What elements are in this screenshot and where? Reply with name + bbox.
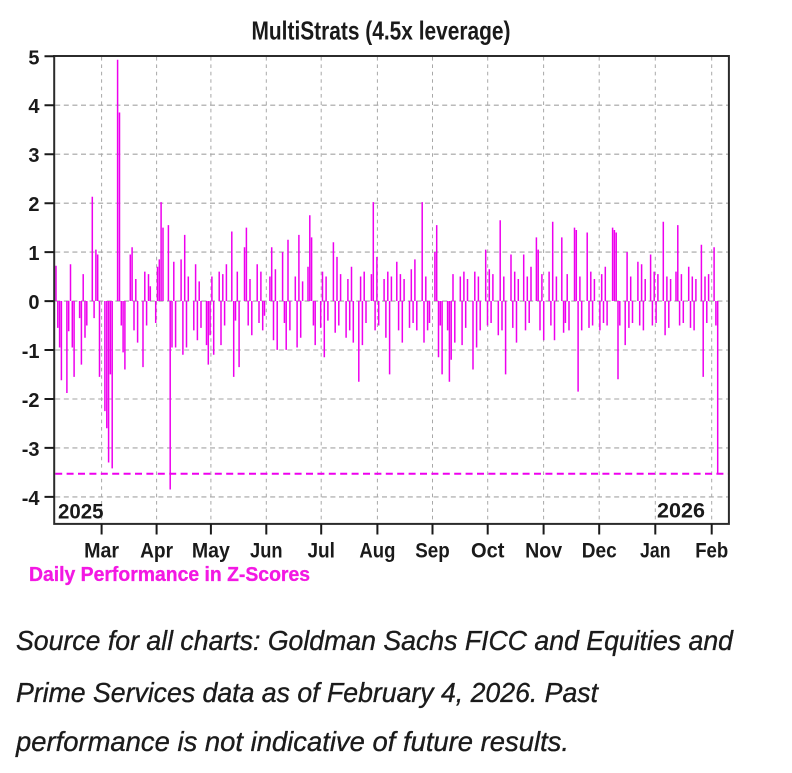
svg-text:May: May xyxy=(192,540,230,563)
svg-text:-1: -1 xyxy=(22,341,40,363)
svg-text:0: 0 xyxy=(28,292,39,314)
svg-text:Apr: Apr xyxy=(140,540,173,563)
svg-text:-4: -4 xyxy=(22,488,41,510)
svg-text:Source for all charts: Goldman: Source for all charts: Goldman Sachs FIC… xyxy=(16,625,734,656)
svg-text:-2: -2 xyxy=(22,390,40,412)
svg-text:Sep: Sep xyxy=(415,540,450,563)
svg-text:Mar: Mar xyxy=(84,540,119,563)
svg-text:performance is not indicative: performance is not indicative of future … xyxy=(15,726,569,757)
svg-text:5: 5 xyxy=(28,47,39,69)
svg-text:2: 2 xyxy=(28,194,39,216)
svg-text:Jan: Jan xyxy=(640,540,671,563)
svg-text:Dec: Dec xyxy=(582,540,617,563)
svg-text:2026: 2026 xyxy=(657,500,705,523)
svg-text:4: 4 xyxy=(28,96,40,118)
svg-text:3: 3 xyxy=(28,145,39,167)
svg-text:1: 1 xyxy=(28,243,39,265)
svg-text:Aug: Aug xyxy=(359,540,395,563)
svg-text:Daily Performance in Z-Scores: Daily Performance in Z-Scores xyxy=(29,564,310,586)
svg-text:Prime Services data as of Febr: Prime Services data as of February 4, 20… xyxy=(16,677,599,708)
svg-text:-3: -3 xyxy=(22,439,40,461)
svg-text:Feb: Feb xyxy=(695,540,728,563)
svg-text:Nov: Nov xyxy=(525,540,562,563)
svg-text:Oct: Oct xyxy=(471,540,505,563)
svg-text:Jun: Jun xyxy=(250,540,283,563)
svg-text:Jul: Jul xyxy=(307,540,335,563)
svg-text:2025: 2025 xyxy=(58,501,104,524)
svg-text:MultiStrats (4.5x leverage): MultiStrats (4.5x leverage) xyxy=(252,16,511,46)
